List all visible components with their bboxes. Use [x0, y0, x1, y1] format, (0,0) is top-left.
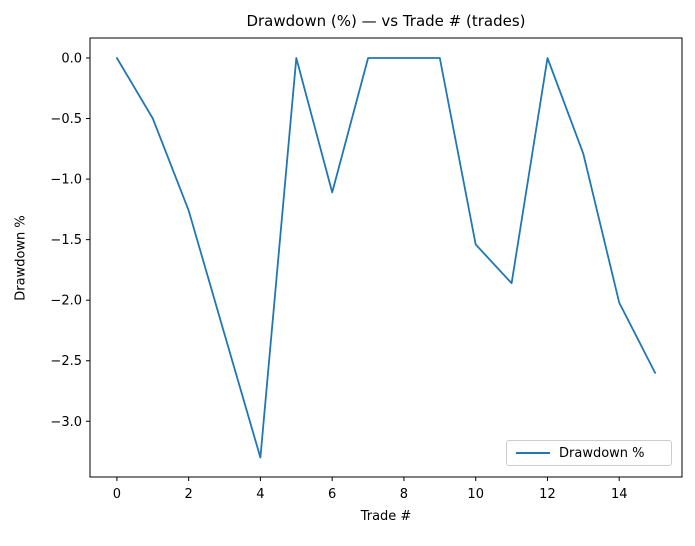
- x-tick-label: 12: [539, 487, 556, 502]
- x-tick-label: 2: [185, 487, 193, 502]
- x-tick-label: 10: [467, 487, 484, 502]
- x-tick-label: 6: [328, 487, 336, 502]
- y-tick-label: −0.5: [50, 112, 82, 127]
- legend-line-sample: [516, 452, 550, 454]
- y-tick-label: −1.0: [50, 173, 82, 188]
- y-tick-label: −2.0: [50, 294, 82, 309]
- plot-frame: [89, 37, 683, 478]
- x-tick-label: 0: [113, 487, 121, 502]
- y-tick-label: 0.0: [61, 51, 82, 66]
- y-tick-label: −1.5: [50, 233, 82, 248]
- chart-title: Drawdown (%) — vs Trade # (trades): [246, 12, 526, 30]
- legend: Drawdown %: [506, 440, 672, 466]
- y-tick-label: −3.0: [50, 415, 82, 430]
- legend-entry-label: Drawdown %: [559, 445, 645, 461]
- x-tick-label: 4: [256, 487, 264, 502]
- x-tick-label: 8: [400, 487, 408, 502]
- x-tick-label: 14: [611, 487, 628, 502]
- x-axis-label: Trade #: [360, 509, 412, 524]
- y-tick-label: −2.5: [50, 354, 82, 369]
- drawdown-line: [116, 57, 656, 459]
